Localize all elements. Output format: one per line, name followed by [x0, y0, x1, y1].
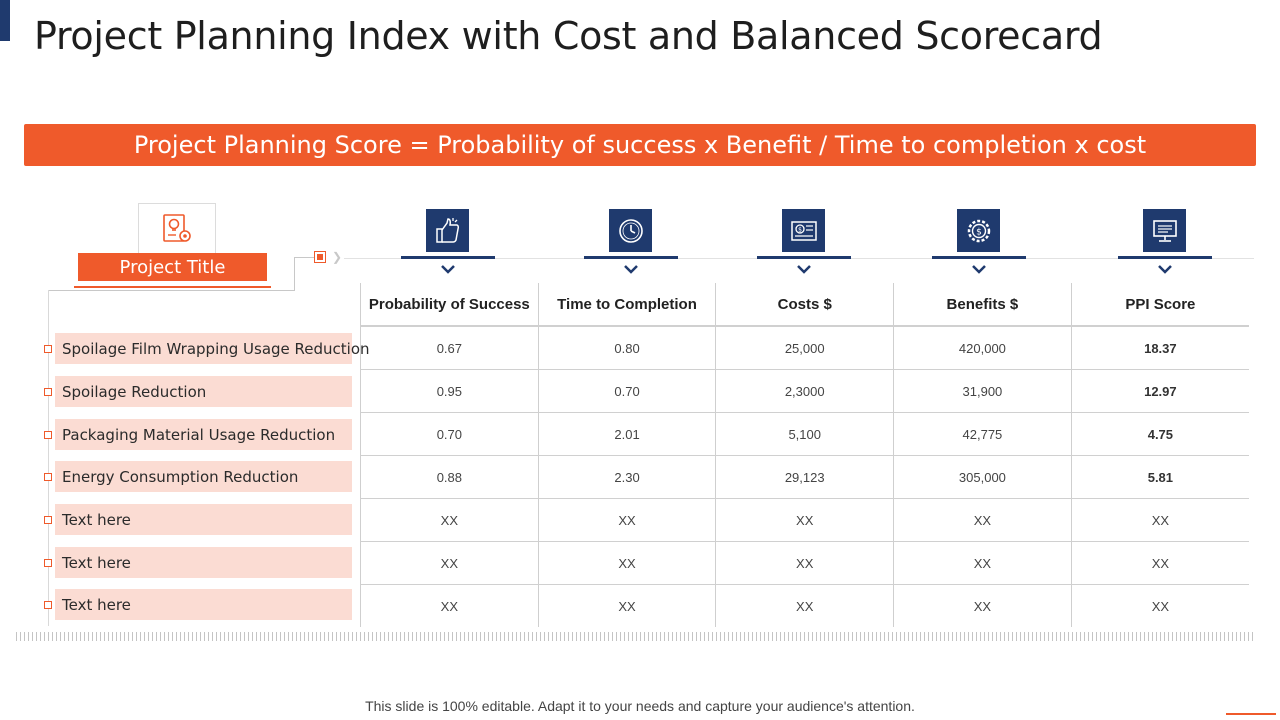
row-bullet	[44, 345, 52, 353]
project-title-underline	[74, 286, 271, 288]
table-cell: 0.70	[360, 412, 539, 456]
table-cell: XX	[360, 584, 539, 627]
table-cell: XX	[360, 541, 539, 585]
footer-note: This slide is 100% editable. Adapt it to…	[365, 698, 915, 714]
row-bullet	[44, 388, 52, 396]
formula-text: Project Planning Score = Probability of …	[133, 131, 1147, 159]
column-header: PPI Score	[1070, 283, 1249, 327]
table-cell: 0.88	[360, 455, 539, 499]
row-label: Text here	[55, 547, 352, 578]
table-cell: XX	[537, 498, 716, 542]
ppi-score-cell: 18.37	[1070, 326, 1249, 370]
table-cell: 29,123	[715, 455, 894, 499]
row-label: Spoilage Film Wrapping Usage Reduction	[55, 333, 370, 364]
row-connector-line	[48, 290, 49, 626]
project-title-label: Project Title	[119, 256, 226, 278]
tick-ruler-divider	[16, 632, 1254, 641]
table-cell: 25,000	[715, 326, 894, 370]
row-label: Spoilage Reduction	[55, 376, 352, 407]
formula-banner: Project Planning Score = Probability of …	[24, 124, 1256, 166]
column-icon-time	[584, 209, 678, 277]
table-cell: XX	[893, 498, 1072, 542]
table-cell: 0.95	[360, 369, 539, 413]
table-cell: XX	[715, 498, 894, 542]
column-header: Costs $	[715, 283, 894, 327]
row-bullet	[44, 473, 52, 481]
connector-line	[48, 290, 295, 291]
gear-coin-icon: $	[967, 219, 990, 242]
chevron-down-icon	[441, 265, 455, 274]
table-cell: XX	[715, 541, 894, 585]
row-bullet	[44, 431, 52, 439]
svg-text:$: $	[976, 227, 982, 237]
connector-line	[294, 257, 295, 291]
connector-line	[294, 257, 314, 258]
table-cell: 305,000	[893, 455, 1072, 499]
column-header: Benefits $	[893, 283, 1072, 327]
corner-accent-bar	[0, 0, 10, 41]
table-cell: XX	[360, 498, 539, 542]
table-cell: 31,900	[893, 369, 1072, 413]
column-header: Time to Completion	[537, 283, 716, 327]
money-document-icon: $	[790, 220, 817, 241]
row-bullet	[44, 516, 52, 524]
table-cell: 42,775	[893, 412, 1072, 456]
table-header-row: Probability of Success Time to Completio…	[360, 283, 1249, 327]
project-title-badge: Project Title	[78, 253, 267, 281]
ppi-score-cell: 4.75	[1070, 412, 1249, 456]
row-bullet	[44, 559, 52, 567]
footer-accent-line	[1226, 713, 1276, 715]
table-row: 0.88 2.30 29,123 305,000 5.81	[360, 455, 1249, 499]
monitor-icon	[1152, 219, 1177, 242]
ppi-score-cell: 5.81	[1070, 455, 1249, 499]
table-cell: 0.80	[537, 326, 716, 370]
table-cell: XX	[715, 584, 894, 627]
column-icon-ppi	[1118, 209, 1212, 277]
thumbs-up-icon	[435, 217, 459, 243]
table-row: 0.67 0.80 25,000 420,000 18.37	[360, 326, 1249, 370]
scorecard-table: Probability of Success Time to Completio…	[360, 283, 1249, 627]
chevron-down-icon	[1158, 265, 1172, 274]
row-label: Text here	[55, 504, 352, 535]
row-label: Energy Consumption Reduction	[55, 461, 352, 492]
ppi-score-cell: XX	[1070, 584, 1249, 627]
clock-icon	[618, 218, 643, 243]
project-icon-box	[138, 203, 216, 254]
row-label: Packaging Material Usage Reduction	[55, 419, 352, 450]
chevron-down-icon	[972, 265, 986, 274]
table-cell: 0.67	[360, 326, 539, 370]
slide-title: Project Planning Index with Cost and Bal…	[34, 14, 1103, 58]
chevron-right-icon: ❯	[332, 250, 343, 264]
row-bullet	[44, 601, 52, 609]
table-cell: 0.70	[537, 369, 716, 413]
chevron-down-icon	[797, 265, 811, 274]
table-cell: XX	[537, 584, 716, 627]
table-row: XX XX XX XX XX	[360, 584, 1249, 627]
column-header: Probability of Success	[360, 283, 539, 327]
idea-gear-document-icon	[163, 214, 191, 242]
row-label: Text here	[55, 589, 352, 620]
column-icon-probability	[401, 209, 495, 277]
table-cell: 2,3000	[715, 369, 894, 413]
ppi-score-cell: XX	[1070, 498, 1249, 542]
table-row: 0.70 2.01 5,100 42,775 4.75	[360, 412, 1249, 456]
table-row: XX XX XX XX XX	[360, 541, 1249, 585]
table-cell: 2.01	[537, 412, 716, 456]
table-cell: XX	[893, 584, 1072, 627]
column-icon-costs: $	[757, 209, 851, 277]
ppi-score-cell: 12.97	[1070, 369, 1249, 413]
table-cell: 2.30	[537, 455, 716, 499]
table-cell: 420,000	[893, 326, 1072, 370]
ppi-score-cell: XX	[1070, 541, 1249, 585]
table-row: XX XX XX XX XX	[360, 498, 1249, 542]
table-cell: XX	[537, 541, 716, 585]
chevron-down-icon	[624, 265, 638, 274]
column-icon-benefits: $	[932, 209, 1026, 277]
connector-node	[314, 251, 326, 263]
table-row: 0.95 0.70 2,3000 31,900 12.97	[360, 369, 1249, 413]
svg-text:$: $	[798, 226, 802, 233]
table-cell: XX	[893, 541, 1072, 585]
table-cell: 5,100	[715, 412, 894, 456]
